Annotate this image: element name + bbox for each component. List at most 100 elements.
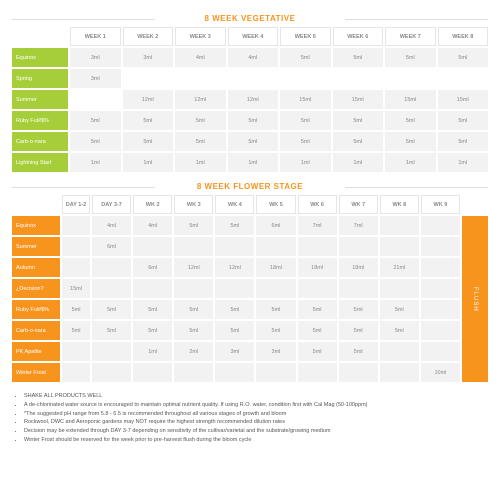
data-cell [339,363,378,382]
row-label: Equinox [12,48,68,67]
data-cell [92,342,131,361]
data-cell: 5ml [174,216,213,235]
veg-title: 8 WEEK VEGETATIVE [12,14,488,23]
data-cell: 3ml [256,342,295,361]
data-cell: 7ml [339,216,378,235]
data-cell: 5ml [256,321,295,340]
data-cell: 4ml [133,216,172,235]
data-cell [380,342,419,361]
data-cell: 5ml [92,300,131,319]
col-header: WEEK 3 [175,27,226,46]
data-cell: 5ml [298,300,337,319]
data-cell: 5ml [280,111,331,130]
data-cell: 6ml [133,258,172,277]
note-item: SHAKE ALL PRODUCTS WELL [24,392,488,401]
col-header: WK 4 [215,195,254,214]
col-header: WEEK 8 [438,27,489,46]
data-cell: 15ml [333,90,384,109]
data-cell [92,363,131,382]
flower-table: DAY 1-2DAY 3-7WK 2WK 3WK 4WK 5WK 6WK 7WK… [12,195,488,382]
data-cell: 5ml [228,111,279,130]
col-header: WEEK 7 [385,27,436,46]
note-item: *The suggested pH range from 5.8 - 6.5 i… [24,410,488,419]
veg-table: WEEK 1WEEK 2WEEK 3WEEK 4WEEK 5WEEK 6WEEK… [12,27,488,172]
data-cell [215,363,254,382]
data-cell: 5ml [62,321,90,340]
data-cell [421,216,460,235]
col-header: WK 9 [421,195,460,214]
data-cell [92,258,131,277]
corner-cell [12,27,68,46]
data-cell [421,237,460,256]
data-cell: 5ml [339,321,378,340]
data-cell: 5ml [385,111,436,130]
row-label: Carb-o-nara [12,321,60,340]
data-cell: 1ml [133,342,172,361]
data-cell: 7ml [298,216,337,235]
data-cell: 5ml [174,300,213,319]
data-cell: 5ml [133,300,172,319]
data-cell [380,279,419,298]
data-cell [256,363,295,382]
data-cell: 1ml [175,153,226,172]
data-cell: 5ml [228,132,279,151]
data-cell: 5ml [92,321,131,340]
note-item: Winter Frost should be reserved for the … [24,436,488,445]
data-cell [421,258,460,277]
note-item: Decision may be extended through DAY 3-7… [24,427,488,436]
data-cell: 5ml [175,111,226,130]
col-header: WEEK 6 [333,27,384,46]
data-cell: 5ml [333,132,384,151]
flower-title: 8 WEEK FLOWER STAGE [12,182,488,191]
data-cell [215,237,254,256]
col-header: WK 7 [339,195,378,214]
data-cell: 5ml [438,48,489,67]
row-label: Ruby Ful#$% [12,111,68,130]
data-cell: 3ml [215,342,254,361]
data-cell: 5ml [70,111,121,130]
data-cell [380,216,419,235]
data-cell: 4ml [175,48,226,67]
col-header: WK 5 [256,195,295,214]
data-cell: 5ml [70,132,121,151]
data-cell [339,279,378,298]
data-cell: 5ml [333,48,384,67]
data-cell: 21ml [380,258,419,277]
data-cell [174,279,213,298]
data-cell: 15ml [280,90,331,109]
data-cell: 12ml [228,90,279,109]
data-cell [298,279,337,298]
data-cell: 5ml [339,342,378,361]
data-cell: 10ml [421,363,460,382]
data-cell: 18ml [256,258,295,277]
data-cell [380,237,419,256]
flush-cell: FLUSH [462,216,488,382]
col-header: WEEK 1 [70,27,121,46]
data-cell: 12ml [175,90,226,109]
col-header: WEEK 5 [280,27,331,46]
data-cell [70,90,121,109]
data-cell: 3ml [70,48,121,67]
data-cell [228,69,279,88]
data-cell: 5ml [123,111,174,130]
row-label: Winter Frost [12,363,60,382]
data-cell: 5ml [339,300,378,319]
row-label: Summer [12,90,68,109]
col-header: DAY 3-7 [92,195,131,214]
data-cell [62,216,90,235]
data-cell [174,363,213,382]
data-cell: 1ml [228,153,279,172]
data-cell: 12ml [215,258,254,277]
data-cell: 5ml [215,321,254,340]
data-cell [421,279,460,298]
data-cell: 5ml [380,321,419,340]
data-cell [421,321,460,340]
data-cell: 5ml [333,111,384,130]
data-cell: 1ml [385,153,436,172]
notes-list: SHAKE ALL PRODUCTS WELLA de-chlorinated … [12,392,488,445]
corner-cell [462,195,488,214]
data-cell: 5ml [256,300,295,319]
data-cell: 6ml [256,216,295,235]
data-cell: 5ml [280,132,331,151]
data-cell: 12ml [123,90,174,109]
